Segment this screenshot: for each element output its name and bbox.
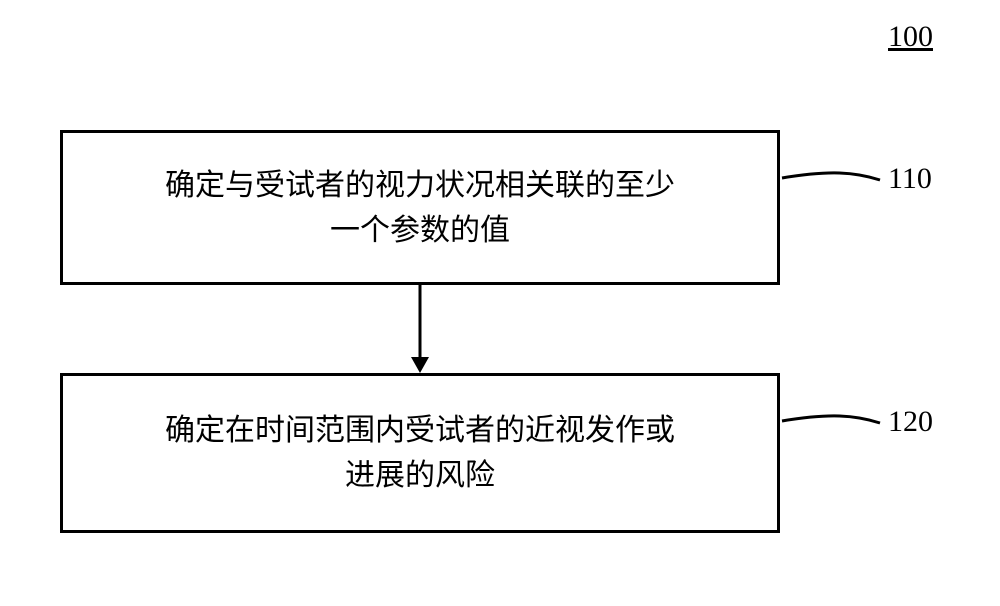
leader-line-110 [772, 160, 890, 190]
flow-arrow [402, 283, 438, 375]
ref-label-120: 120 [888, 405, 933, 439]
leader-line-120 [772, 403, 890, 433]
flow-step-110: 确定与受试者的视力状况相关联的至少 一个参数的值 [60, 130, 780, 285]
figure-label: 100 [888, 20, 933, 54]
diagram-canvas: 100 确定与受试者的视力状况相关联的至少 一个参数的值 110 确定在时间范围… [0, 0, 1000, 606]
flow-step-120: 确定在时间范围内受试者的近视发作或 进展的风险 [60, 373, 780, 533]
ref-label-110: 110 [888, 162, 932, 196]
flow-step-110-text: 确定与受试者的视力状况相关联的至少 一个参数的值 [165, 163, 675, 253]
flow-step-120-text: 确定在时间范围内受试者的近视发作或 进展的风险 [165, 408, 675, 498]
